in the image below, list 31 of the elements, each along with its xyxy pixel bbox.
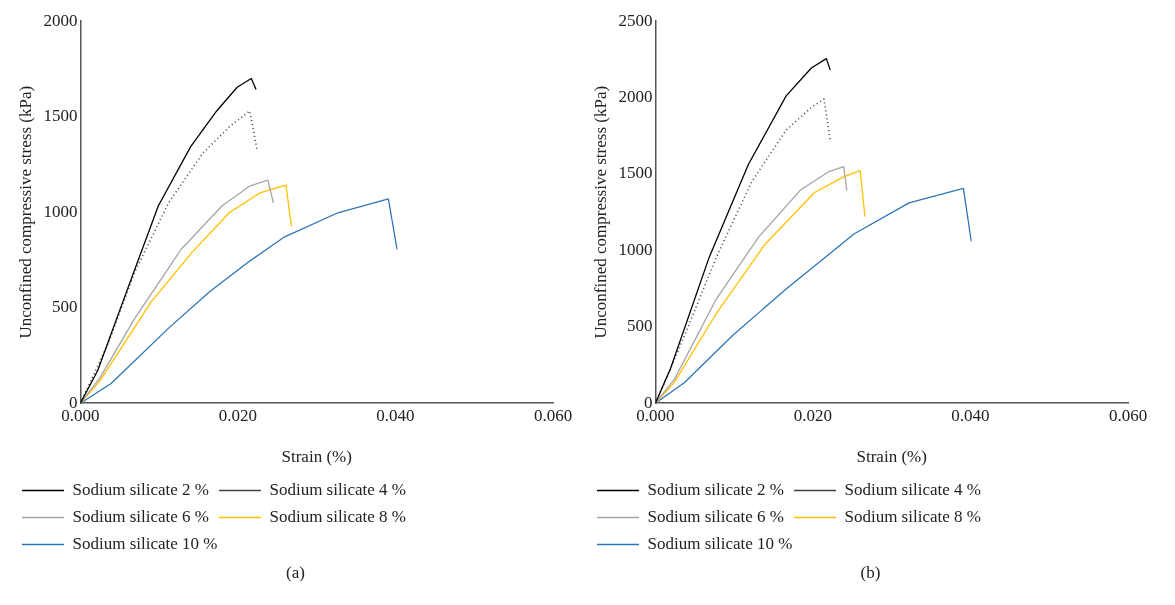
x-axis-title: Strain (%)	[281, 447, 352, 467]
x-axis-title: Strain (%)	[856, 447, 927, 467]
y-tick-label: 2500	[618, 10, 653, 30]
legend-label: Sodium silicate 8 %	[269, 506, 406, 526]
legend-label: Sodium silicate 6 %	[647, 506, 784, 526]
text: (a)	[285, 563, 306, 583]
x-tick-label: 0.040	[376, 405, 415, 425]
legend-label: Sodium silicate 6 %	[72, 506, 209, 526]
y-axis-title: Unconfined compressive stress (kPa)	[15, 85, 35, 339]
text: (b)	[859, 563, 882, 583]
x-tick-label: 0.060	[1108, 405, 1148, 425]
y-tick-label: 2000	[618, 87, 653, 107]
y-tick-label: 1000	[43, 201, 78, 221]
y-tick-label: 500	[626, 316, 653, 336]
x-tick-label: 0.020	[793, 405, 833, 425]
legend-label: Sodium silicate 8 %	[844, 506, 981, 526]
x-tick-label: 0.020	[218, 405, 258, 425]
y-tick-label: 1500	[618, 163, 653, 183]
legend-label: Sodium silicate 4 %	[269, 479, 406, 499]
legend-label: Sodium silicate 10 %	[72, 533, 218, 553]
x-tick-label: 0.040	[951, 405, 990, 425]
y-tick-label: 1000	[618, 239, 653, 259]
x-tick-label: 0.060	[533, 405, 573, 425]
y-tick-label: 1500	[43, 106, 78, 126]
y-tick-label: 2000	[43, 10, 78, 30]
legend-label: Sodium silicate 2 %	[647, 479, 784, 499]
y-axis-title: Unconfined compressive stress (kPa)	[590, 85, 610, 339]
legend-label: Sodium silicate 10 %	[647, 533, 793, 553]
legend-label: Sodium silicate 2 %	[72, 479, 209, 499]
legend-label: Sodium silicate 4 %	[844, 479, 981, 499]
y-tick-label: 500	[51, 297, 78, 317]
